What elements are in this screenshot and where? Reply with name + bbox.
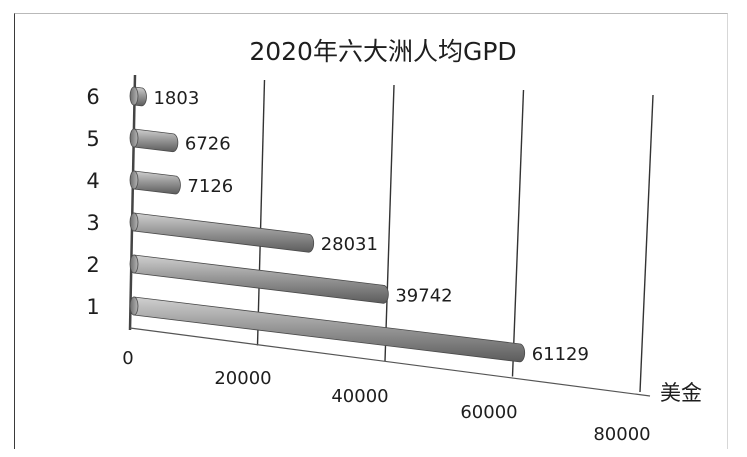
category-label-3: 3	[86, 211, 99, 235]
x-axis-line	[129, 327, 651, 397]
value-label-5: 6726	[185, 134, 231, 155]
chart-title: 2020年六大洲人均GPD	[249, 37, 516, 66]
chart-frame	[14, 13, 728, 449]
category-label-6: 6	[86, 85, 99, 109]
category-label-5: 5	[86, 127, 99, 151]
gridline-40000	[384, 84, 395, 362]
x-tick-label-0: 0	[122, 348, 133, 369]
category-label-4: 4	[86, 169, 99, 193]
bar-3	[133, 212, 315, 253]
x-tick-label-20000: 20000	[214, 368, 271, 389]
bar-cap-4	[129, 170, 139, 190]
x-tick-label-80000: 80000	[593, 424, 650, 445]
gridline-0	[128, 74, 137, 331]
bar-group	[129, 86, 526, 363]
bar-cap-6	[129, 86, 139, 106]
category-label-2: 2	[86, 253, 99, 277]
category-label-1: 1	[86, 295, 99, 319]
bar-4	[133, 170, 181, 195]
value-label-group: 61129 39742 28031 7126 6726 1803	[153, 88, 588, 365]
bar-cap-5	[129, 128, 139, 148]
bar-cap-2	[129, 254, 139, 274]
bar-cap-3	[129, 212, 139, 232]
gridline-80000	[639, 94, 654, 393]
gridline-20000	[256, 79, 266, 346]
bar-1	[133, 296, 526, 363]
x-axis-unit-label: 美金	[660, 381, 702, 405]
bar-cap-1	[129, 296, 139, 316]
gridline-60000	[511, 89, 525, 377]
x-tick-label-group: 0 20000 40000 60000 80000	[122, 348, 650, 445]
bar-2	[133, 254, 389, 304]
value-label-4: 7126	[187, 176, 233, 197]
value-label-6: 1803	[153, 88, 199, 109]
value-label-2: 39742	[395, 285, 452, 306]
x-tick-label-60000: 60000	[460, 402, 517, 423]
value-label-1: 61129	[532, 344, 589, 365]
value-label-3: 28031	[321, 234, 378, 255]
x-tick-label-40000: 40000	[331, 386, 388, 407]
bar-5	[133, 128, 179, 153]
gridlines	[128, 74, 654, 397]
category-label-group: 1 2 3 4 5 6	[86, 85, 99, 319]
